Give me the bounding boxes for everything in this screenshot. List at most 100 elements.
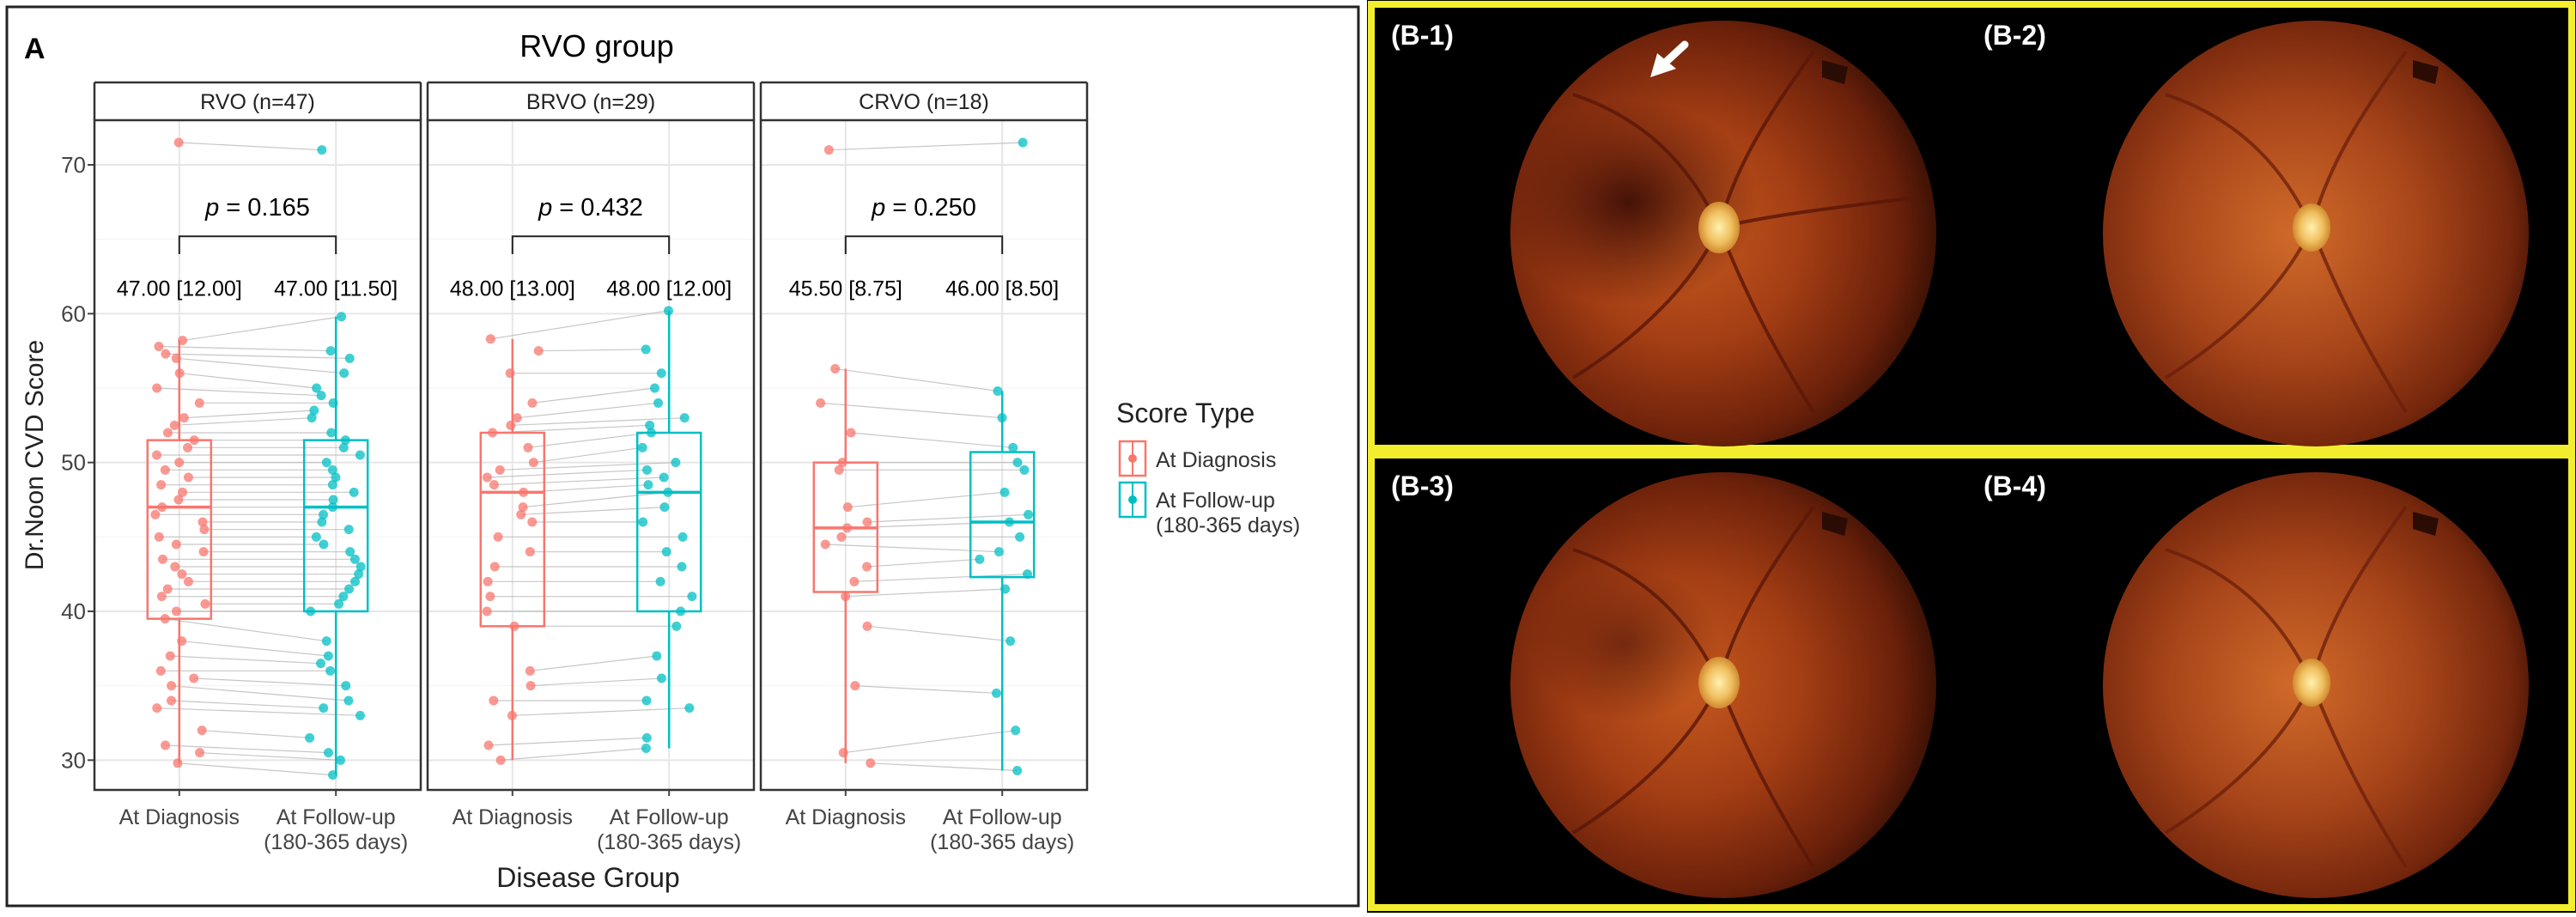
data-point-followup [312,383,322,393]
data-point-diagnosis [197,726,207,736]
pair-line [184,410,314,419]
data-point-diagnosis [171,539,181,550]
pair-line [527,432,652,448]
median-iqr-label-diagnosis: 47.00 [12.00] [117,277,242,301]
data-point-diagnosis [838,748,848,758]
data-point-followup [305,732,315,743]
data-point-followup [328,398,338,408]
facets: RVO (n=47) 47.00 [12.00] 47.00 [11.50] p = … [93,81,1089,854]
data-point-diagnosis [152,383,162,393]
data-point-diagnosis [199,525,210,535]
pair-line [182,316,342,342]
data-point-followup [1005,636,1016,647]
data-point-diagnosis [489,480,499,490]
significance-bracket [178,235,337,254]
x-tick-label-followup: At Follow-up [276,805,396,829]
data-point-followup [321,636,331,647]
fundus-image-b1: (B-1) [1391,20,1936,446]
data-point-followup [641,695,652,706]
facet-crvo: CRVO (n=18) 45.50 [8.75] 46.00 [8.50] p = 0… [759,81,1089,854]
median-iqr-label-followup: 46.00 [8.50] [945,277,1059,301]
data-point-diagnosis [200,598,210,609]
data-point-followup [676,606,686,616]
data-point-diagnosis [167,695,177,706]
data-point-followup [317,517,327,527]
pair-line [501,747,647,761]
data-point-diagnosis [528,458,538,468]
data-point-diagnosis [173,495,184,505]
data-point-followup [645,420,655,430]
fundus-photos: (B-1) (B-2) (B-3) [1368,1,2575,911]
data-point-diagnosis [162,428,173,438]
data-point-diagnosis [489,695,499,706]
data-point-diagnosis [830,363,841,373]
data-point-followup [316,391,326,401]
data-point-followup [1023,569,1033,580]
data-point-diagnosis [493,531,503,542]
data-point-diagnosis [841,592,851,602]
data-point-followup [656,368,666,379]
median-iqr-label-followup: 47.00 [11.50] [274,277,398,301]
pair-line [533,446,643,464]
optic-disc [2293,203,2330,252]
y-tick-label: 30 [61,747,86,773]
data-point-followup [641,344,651,355]
data-point-diagnosis [155,665,166,676]
pair-line [490,310,669,340]
facet-brvo: BRVO (n=29) 48.00 [13.00] 48.00 [12.00] p =… [426,81,756,854]
data-point-followup [655,576,665,586]
y-axis-label: Dr.Noon CVD Score [21,340,49,570]
data-point-followup [344,584,355,594]
pair-line [531,677,662,687]
data-point-diagnosis [158,554,168,564]
data-point-followup [1018,137,1028,148]
image-label-b2: (B-2) [1984,20,2046,51]
data-point-diagnosis [483,576,493,586]
data-point-followup [1000,584,1011,594]
data-point-diagnosis [836,531,847,542]
data-point-followup [1015,531,1025,542]
data-point-followup [338,592,349,602]
data-point-followup [638,517,648,527]
data-point-followup [328,495,338,505]
data-point-diagnosis [862,621,872,631]
data-point-followup [677,531,688,542]
data-point-followup [642,465,653,475]
significance-bracket [511,235,671,254]
x-tick-label-followup-days: (180-365 days) [264,830,408,854]
data-point-diagnosis [485,592,495,602]
data-point-followup [339,368,349,379]
yellow-frame-bottom [1368,452,2575,911]
data-point-followup [656,673,666,683]
data-point-diagnosis [526,681,536,691]
data-point-diagnosis [183,442,193,452]
optic-disc [2293,659,2330,707]
pair-line [165,618,327,642]
box-plot-chart: A RVO group Dr.Noon CVD Score Disease Gr… [5,5,1360,908]
y-tick-label: 40 [61,598,86,624]
data-point-followup [349,554,360,564]
data-point-diagnosis [525,547,535,557]
pair-line [193,677,346,687]
data-point-followup [997,413,1007,423]
data-point-followup [327,502,337,513]
data-point-diagnosis [189,673,199,683]
data-point-diagnosis [862,562,872,572]
data-point-diagnosis [171,353,181,363]
data-point-followup [684,703,695,714]
pair-line [165,353,350,359]
data-point-followup [1008,442,1018,452]
legend-label-diagnosis: At Diagnosis [1156,448,1276,472]
box-followup [635,431,702,613]
data-point-followup [1024,509,1034,519]
facet-border [426,118,756,792]
pair-line [199,752,341,761]
data-point-followup [661,547,671,557]
data-point-diagnosis [150,509,161,519]
pair-line [850,432,1013,448]
data-point-diagnosis [183,472,193,483]
image-label-b1: (B-1) [1391,20,1454,51]
data-point-diagnosis [157,502,167,513]
data-point-followup [355,710,365,720]
image-label-b3: (B-3) [1391,471,1454,501]
